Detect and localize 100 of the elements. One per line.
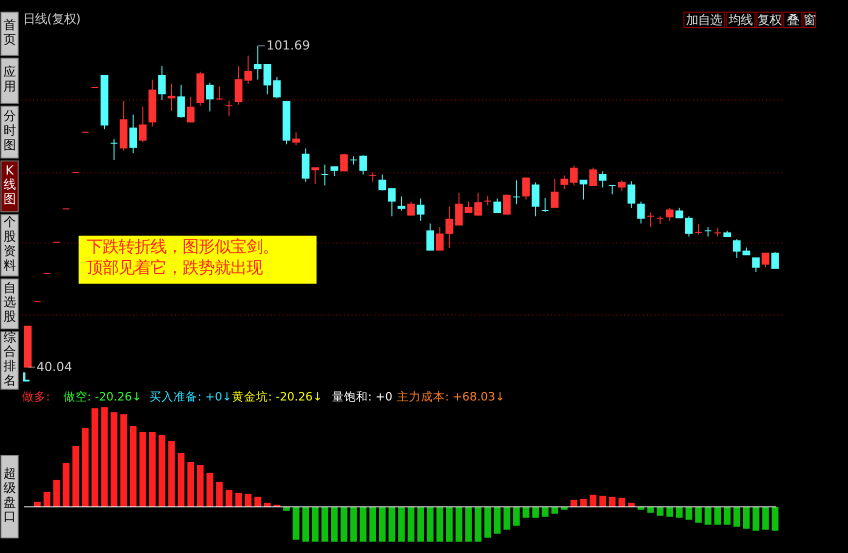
bar <box>44 492 50 507</box>
candlestick <box>436 226 444 251</box>
candlestick <box>388 188 396 217</box>
candlestick <box>550 178 559 208</box>
candlestick <box>446 206 454 248</box>
bar <box>158 435 166 507</box>
text: 应用 <box>4 64 16 94</box>
bar <box>350 506 357 542</box>
candlestick <box>368 172 377 182</box>
bar <box>92 408 98 507</box>
candlestick <box>225 100 233 117</box>
candlestick <box>244 55 252 84</box>
candlestick <box>656 216 664 225</box>
bar <box>426 506 434 542</box>
candlestick <box>580 180 588 200</box>
candlestick <box>532 182 540 217</box>
bar <box>474 506 482 542</box>
candlestick <box>694 224 702 235</box>
bar <box>292 506 300 540</box>
bar <box>378 506 386 542</box>
candlestick <box>714 228 722 238</box>
text: 黄金坑: -20.26↓ <box>232 390 322 404</box>
candlestick <box>771 252 779 269</box>
text: K线图 <box>4 162 16 206</box>
bar <box>676 506 683 518</box>
bar <box>618 498 626 507</box>
bar <box>360 506 366 542</box>
bar <box>580 498 587 507</box>
text: 均线 <box>728 12 753 27</box>
annotation: 下跌转折线，图形似宝剑。顶部见着它，跌势就出现 <box>86 237 278 278</box>
text: L <box>22 370 30 385</box>
text: 综合排名 <box>4 329 16 388</box>
bar <box>762 506 769 530</box>
candlestick <box>628 180 636 208</box>
text: 超级盘口 <box>4 465 16 524</box>
bar <box>110 412 118 507</box>
candlestick <box>216 86 224 100</box>
bar <box>130 426 137 507</box>
candlestick <box>359 154 367 175</box>
bar <box>522 506 530 518</box>
bar <box>62 462 70 507</box>
bar <box>772 506 778 531</box>
candlestick <box>512 180 520 205</box>
text: 复权 <box>757 12 782 27</box>
candlestick <box>168 83 176 112</box>
bar <box>408 506 414 542</box>
bar <box>340 506 348 542</box>
candlestick <box>666 207 674 222</box>
candlestick <box>378 174 386 192</box>
candlestick <box>752 257 760 272</box>
bar <box>312 506 319 542</box>
candlestick <box>704 226 712 238</box>
text: 自选股 <box>4 280 16 324</box>
text: 个股资料 <box>4 214 16 272</box>
candlestick <box>292 132 300 146</box>
candlestick <box>560 175 568 190</box>
bar <box>196 464 204 507</box>
bar <box>551 506 558 514</box>
candlestick <box>685 216 693 238</box>
candlestick <box>206 82 214 112</box>
bar <box>178 452 184 507</box>
bar <box>599 496 606 507</box>
bar <box>53 480 60 507</box>
text: 加自选 <box>686 12 722 27</box>
bar <box>608 496 616 507</box>
candlestick <box>330 166 338 177</box>
text: 首页 <box>4 17 16 46</box>
bar <box>647 506 654 513</box>
candlestick <box>675 207 684 218</box>
bar <box>388 506 396 542</box>
bar <box>302 506 310 542</box>
bar <box>686 506 692 520</box>
bar <box>714 506 721 525</box>
candlestick <box>416 198 424 222</box>
text: 做多: <box>22 390 50 404</box>
candlestick <box>589 167 597 186</box>
bar <box>226 490 232 507</box>
bar <box>532 506 539 518</box>
candlestick <box>522 176 530 200</box>
bar <box>216 482 223 507</box>
bar <box>369 506 376 542</box>
bar <box>398 506 405 542</box>
text: 做空: -20.26↓ <box>63 390 142 404</box>
candlestick <box>398 196 406 211</box>
candlestick <box>320 164 329 186</box>
bar <box>446 506 453 542</box>
candlestick <box>474 192 482 216</box>
candlestick <box>158 66 166 100</box>
bar <box>656 506 664 516</box>
candlestick <box>570 165 578 186</box>
candlestick <box>732 238 741 258</box>
bar <box>149 432 156 507</box>
chart-title: 日线(复权) <box>23 10 81 26</box>
bar <box>513 506 520 526</box>
bar <box>139 432 146 507</box>
bar <box>503 506 510 530</box>
candlestick <box>426 223 434 252</box>
candlestick <box>110 138 118 160</box>
bar <box>120 414 127 507</box>
candlestick <box>273 76 281 99</box>
